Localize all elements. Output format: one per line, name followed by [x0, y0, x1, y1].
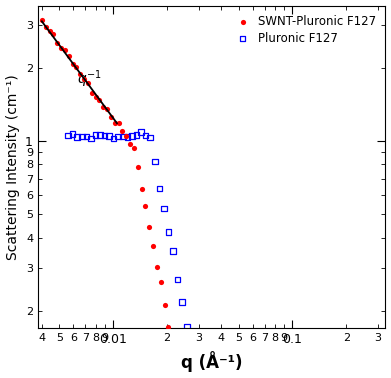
SWNT-Pluronic F127	[119, 128, 126, 134]
SWNT-Pluronic F127	[173, 364, 179, 370]
SWNT-Pluronic F127	[73, 64, 79, 70]
Pluronic F127	[88, 135, 94, 141]
Pluronic F127	[156, 186, 163, 192]
Pluronic F127	[124, 134, 131, 140]
SWNT-Pluronic F127	[123, 133, 129, 139]
Pluronic F127	[193, 368, 199, 374]
SWNT-Pluronic F127	[165, 324, 172, 330]
SWNT-Pluronic F127	[150, 243, 156, 249]
Pluronic F127	[120, 133, 126, 139]
Pluronic F127	[184, 323, 190, 329]
Pluronic F127	[174, 276, 181, 282]
SWNT-Pluronic F127	[131, 145, 137, 151]
Pluronic F127	[188, 349, 194, 355]
Pluronic F127	[129, 133, 135, 139]
SWNT-Pluronic F127	[66, 53, 72, 59]
SWNT-Pluronic F127	[69, 61, 75, 67]
Pluronic F127	[161, 206, 167, 212]
SWNT-Pluronic F127	[146, 224, 152, 230]
Pluronic F127	[79, 133, 85, 139]
SWNT-Pluronic F127	[161, 302, 168, 308]
Text: $q^{-1}$: $q^{-1}$	[77, 68, 102, 90]
SWNT-Pluronic F127	[43, 24, 49, 30]
SWNT-Pluronic F127	[135, 164, 141, 170]
SWNT-Pluronic F127	[85, 80, 91, 86]
Pluronic F127	[65, 133, 71, 139]
Pluronic F127	[143, 132, 149, 138]
SWNT-Pluronic F127	[127, 141, 133, 147]
SWNT-Pluronic F127	[108, 114, 114, 120]
X-axis label: q (Å⁻¹): q (Å⁻¹)	[181, 352, 242, 372]
SWNT-Pluronic F127	[104, 106, 110, 112]
Pluronic F127	[170, 248, 176, 254]
SWNT-Pluronic F127	[158, 279, 164, 285]
SWNT-Pluronic F127	[100, 104, 106, 110]
SWNT-Pluronic F127	[115, 119, 122, 125]
Pluronic F127	[83, 133, 90, 139]
SWNT-Pluronic F127	[92, 94, 99, 101]
SWNT-Pluronic F127	[142, 203, 149, 209]
SWNT-Pluronic F127	[54, 40, 60, 46]
SWNT-Pluronic F127	[62, 46, 68, 53]
Pluronic F127	[147, 135, 153, 141]
Pluronic F127	[152, 159, 158, 165]
Pluronic F127	[111, 135, 117, 141]
SWNT-Pluronic F127	[47, 28, 53, 34]
SWNT-Pluronic F127	[58, 45, 64, 51]
Legend: SWNT-Pluronic F127, Pluronic F127: SWNT-Pluronic F127, Pluronic F127	[227, 11, 380, 48]
SWNT-Pluronic F127	[50, 31, 56, 37]
SWNT-Pluronic F127	[88, 90, 95, 96]
SWNT-Pluronic F127	[138, 186, 145, 192]
Pluronic F127	[115, 133, 121, 139]
SWNT-Pluronic F127	[39, 17, 45, 23]
SWNT-Pluronic F127	[96, 98, 102, 104]
Pluronic F127	[179, 299, 185, 305]
Pluronic F127	[74, 134, 80, 140]
Pluronic F127	[70, 131, 76, 137]
Pluronic F127	[92, 132, 99, 138]
Pluronic F127	[106, 133, 112, 139]
SWNT-Pluronic F127	[111, 120, 118, 126]
SWNT-Pluronic F127	[77, 71, 83, 77]
Pluronic F127	[101, 133, 108, 139]
Pluronic F127	[138, 129, 144, 135]
Pluronic F127	[165, 229, 172, 235]
SWNT-Pluronic F127	[154, 264, 160, 270]
SWNT-Pluronic F127	[169, 340, 175, 346]
Y-axis label: Scattering Intensity (cm⁻¹): Scattering Intensity (cm⁻¹)	[5, 74, 20, 260]
Pluronic F127	[97, 132, 103, 138]
Pluronic F127	[133, 132, 140, 138]
SWNT-Pluronic F127	[81, 76, 87, 82]
